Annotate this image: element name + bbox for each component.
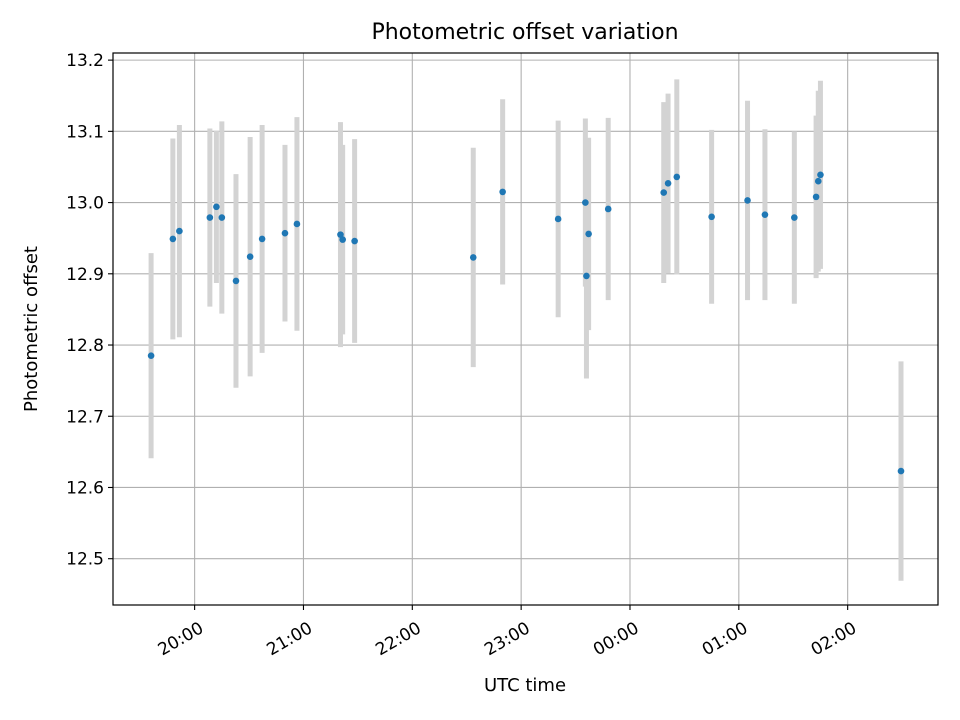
- y-tick-label: 13.1: [66, 122, 104, 142]
- data-point: [582, 199, 589, 206]
- y-tick-label: 12.7: [66, 407, 104, 427]
- chart-title: Photometric offset variation: [371, 20, 678, 45]
- data-point: [147, 352, 155, 360]
- y-tick-label: 12.6: [66, 478, 104, 498]
- data-point: [339, 236, 346, 243]
- data-point: [761, 211, 769, 218]
- data-point: [337, 231, 344, 238]
- data-point: [218, 214, 226, 221]
- data-point: [664, 180, 672, 187]
- y-tick-label: 13.2: [66, 51, 104, 71]
- data-point: [176, 227, 183, 235]
- data-point: [499, 188, 506, 196]
- y-tick-label: 12.5: [66, 550, 104, 570]
- data-point: [708, 213, 715, 221]
- y-axis-ticks: 12.5 12.6 12.7 12.8 12.9 13.0 13.1 13.2: [66, 51, 113, 570]
- plot-frame: [112, 52, 939, 606]
- data-points: [147, 171, 905, 475]
- data-point: [554, 215, 562, 223]
- data-point: [351, 237, 358, 245]
- data-point: [293, 220, 301, 228]
- data-point: [585, 230, 592, 238]
- data-point: [258, 235, 266, 243]
- data-point: [791, 214, 798, 221]
- data-point: [469, 254, 477, 261]
- y-axis-label: Photometric offset: [21, 246, 42, 412]
- data-point: [673, 173, 681, 181]
- data-point: [281, 229, 289, 237]
- data-point: [744, 197, 751, 204]
- data-point: [246, 253, 254, 261]
- data-point: [604, 205, 612, 213]
- data-point: [812, 193, 820, 201]
- y-tick-label: 13.0: [66, 194, 104, 214]
- data-point: [814, 177, 822, 185]
- data-point: [213, 203, 220, 211]
- y-tick-label: 12.9: [66, 265, 104, 285]
- y-tick-label: 12.8: [66, 336, 104, 356]
- data-point: [897, 467, 905, 475]
- grid: [113, 53, 938, 605]
- data-point: [206, 214, 214, 221]
- x-axis-label: UTC time: [484, 675, 566, 696]
- data-point: [817, 171, 824, 179]
- data-point: [660, 189, 668, 196]
- data-point: [232, 277, 240, 285]
- data-point: [583, 272, 590, 280]
- data-point: [169, 235, 177, 243]
